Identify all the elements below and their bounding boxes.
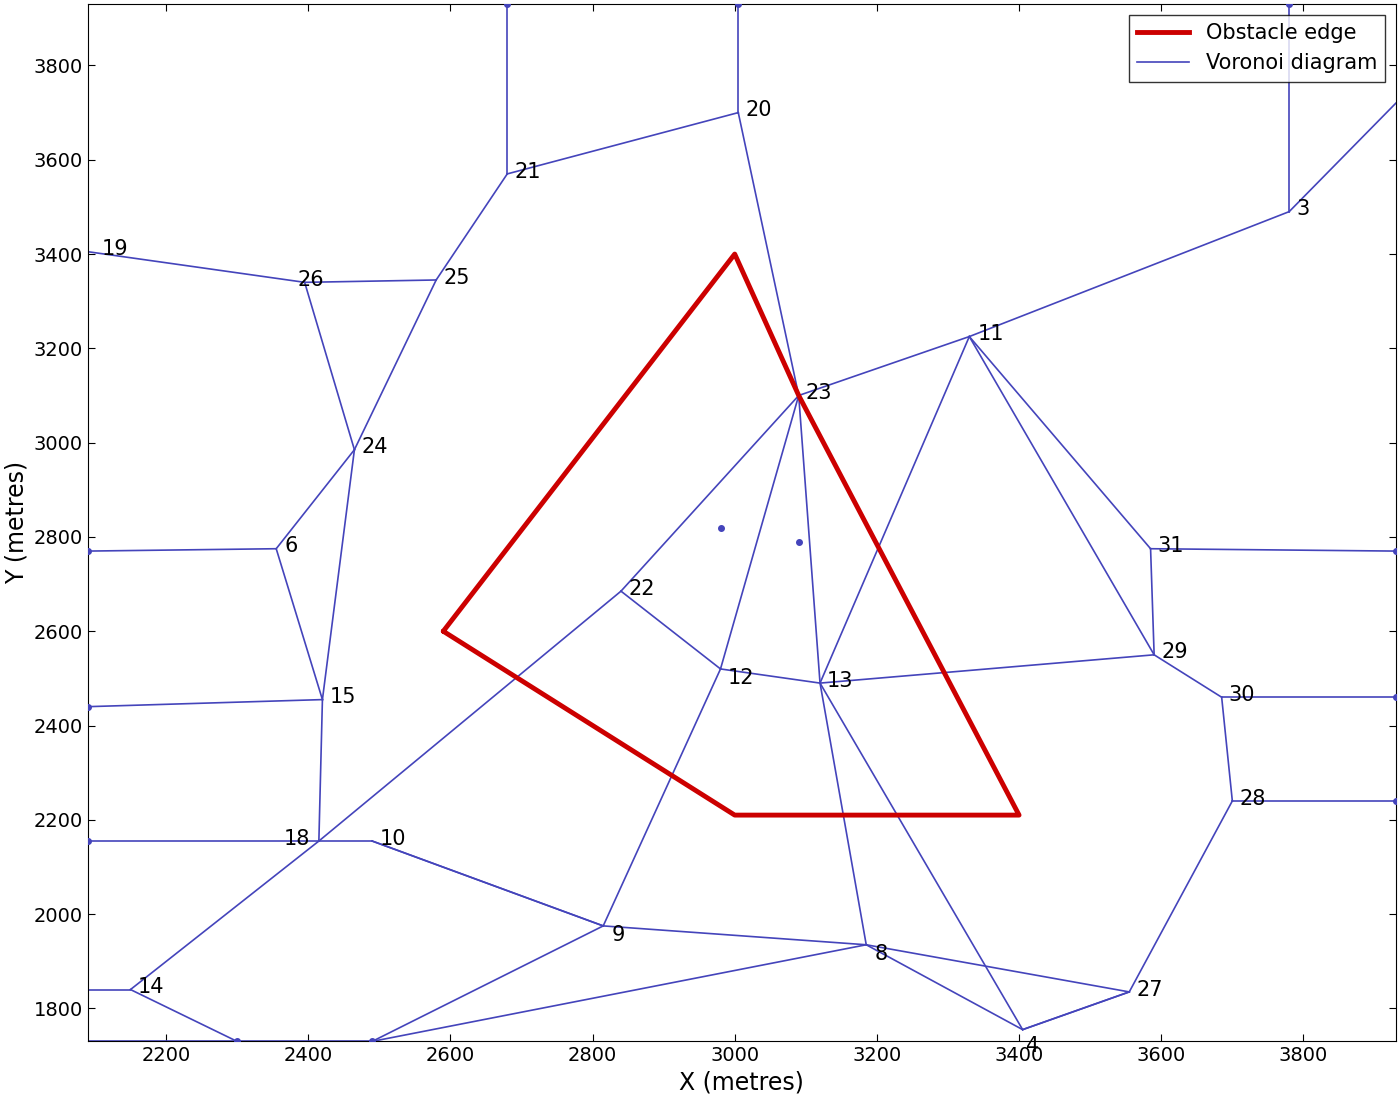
Text: 10: 10 (379, 829, 406, 848)
Text: 11: 11 (977, 324, 1004, 344)
Text: 18: 18 (283, 829, 309, 848)
Text: 28: 28 (1239, 789, 1266, 809)
Text: 14: 14 (137, 977, 164, 997)
Text: 13: 13 (827, 670, 854, 691)
Text: 3: 3 (1296, 199, 1309, 220)
Text: 9: 9 (612, 925, 626, 945)
Text: 12: 12 (728, 668, 755, 688)
Legend: Obstacle edge, Voronoi diagram: Obstacle edge, Voronoi diagram (1128, 14, 1386, 81)
Text: 29: 29 (1161, 643, 1187, 663)
Text: 21: 21 (514, 162, 540, 181)
Text: 8: 8 (875, 944, 888, 964)
Text: 20: 20 (745, 100, 771, 120)
Text: 6: 6 (284, 536, 298, 556)
Text: 27: 27 (1137, 979, 1163, 1000)
Text: 15: 15 (329, 687, 356, 708)
Text: 24: 24 (361, 437, 388, 457)
Y-axis label: Y (metres): Y (metres) (4, 462, 28, 585)
Text: 31: 31 (1158, 536, 1184, 556)
Text: 22: 22 (629, 579, 655, 599)
Text: 4: 4 (1026, 1036, 1039, 1056)
Text: 23: 23 (806, 384, 833, 403)
Text: 25: 25 (444, 268, 470, 288)
Text: 19: 19 (102, 240, 129, 259)
X-axis label: X (metres): X (metres) (679, 1070, 804, 1095)
Text: 26: 26 (298, 270, 325, 290)
Text: 30: 30 (1229, 685, 1256, 704)
